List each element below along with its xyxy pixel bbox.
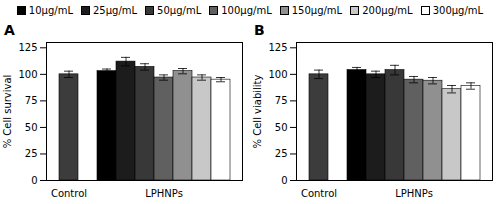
svg-text:75: 75 (25, 95, 38, 106)
svg-text:75: 75 (275, 95, 288, 106)
html-text:B: B (254, 22, 265, 38)
svg-text:125: 125 (18, 42, 37, 53)
svg-text:% Cell survival: % Cell survival (2, 75, 13, 149)
html-text:200μg/mL: 200μg/mL (362, 4, 413, 16)
svg-text:LPHNPs: LPHNPs (145, 188, 183, 199)
svg-text:25: 25 (275, 148, 288, 159)
svg-text:Control: Control (51, 188, 87, 199)
html-text:150μg/mL: 150μg/mL (291, 4, 343, 16)
svg-text:100: 100 (268, 69, 287, 80)
html-text:50μg/mL: 50μg/mL (157, 4, 202, 16)
html-text:10μg/mL: 10μg/mL (28, 4, 73, 16)
svg-text:Control: Control (301, 188, 337, 199)
svg-text:0: 0 (281, 175, 287, 186)
html-text:100μg/mL: 100μg/mL (221, 4, 272, 16)
html-text:25μg/mL: 25μg/mL (93, 4, 138, 16)
html-text:A: A (4, 22, 15, 38)
svg-text:% Cell viability: % Cell viability (252, 74, 263, 148)
svg-text:LPHNPs: LPHNPs (395, 188, 433, 199)
svg-text:50: 50 (25, 122, 38, 133)
svg-text:100: 100 (18, 69, 37, 80)
html-text:300μg/mL: 300μg/mL (432, 4, 484, 16)
svg-text:50: 50 (275, 122, 288, 133)
svg-text:25: 25 (25, 148, 38, 159)
svg-text:0: 0 (31, 175, 37, 186)
svg-text:125: 125 (268, 42, 287, 53)
